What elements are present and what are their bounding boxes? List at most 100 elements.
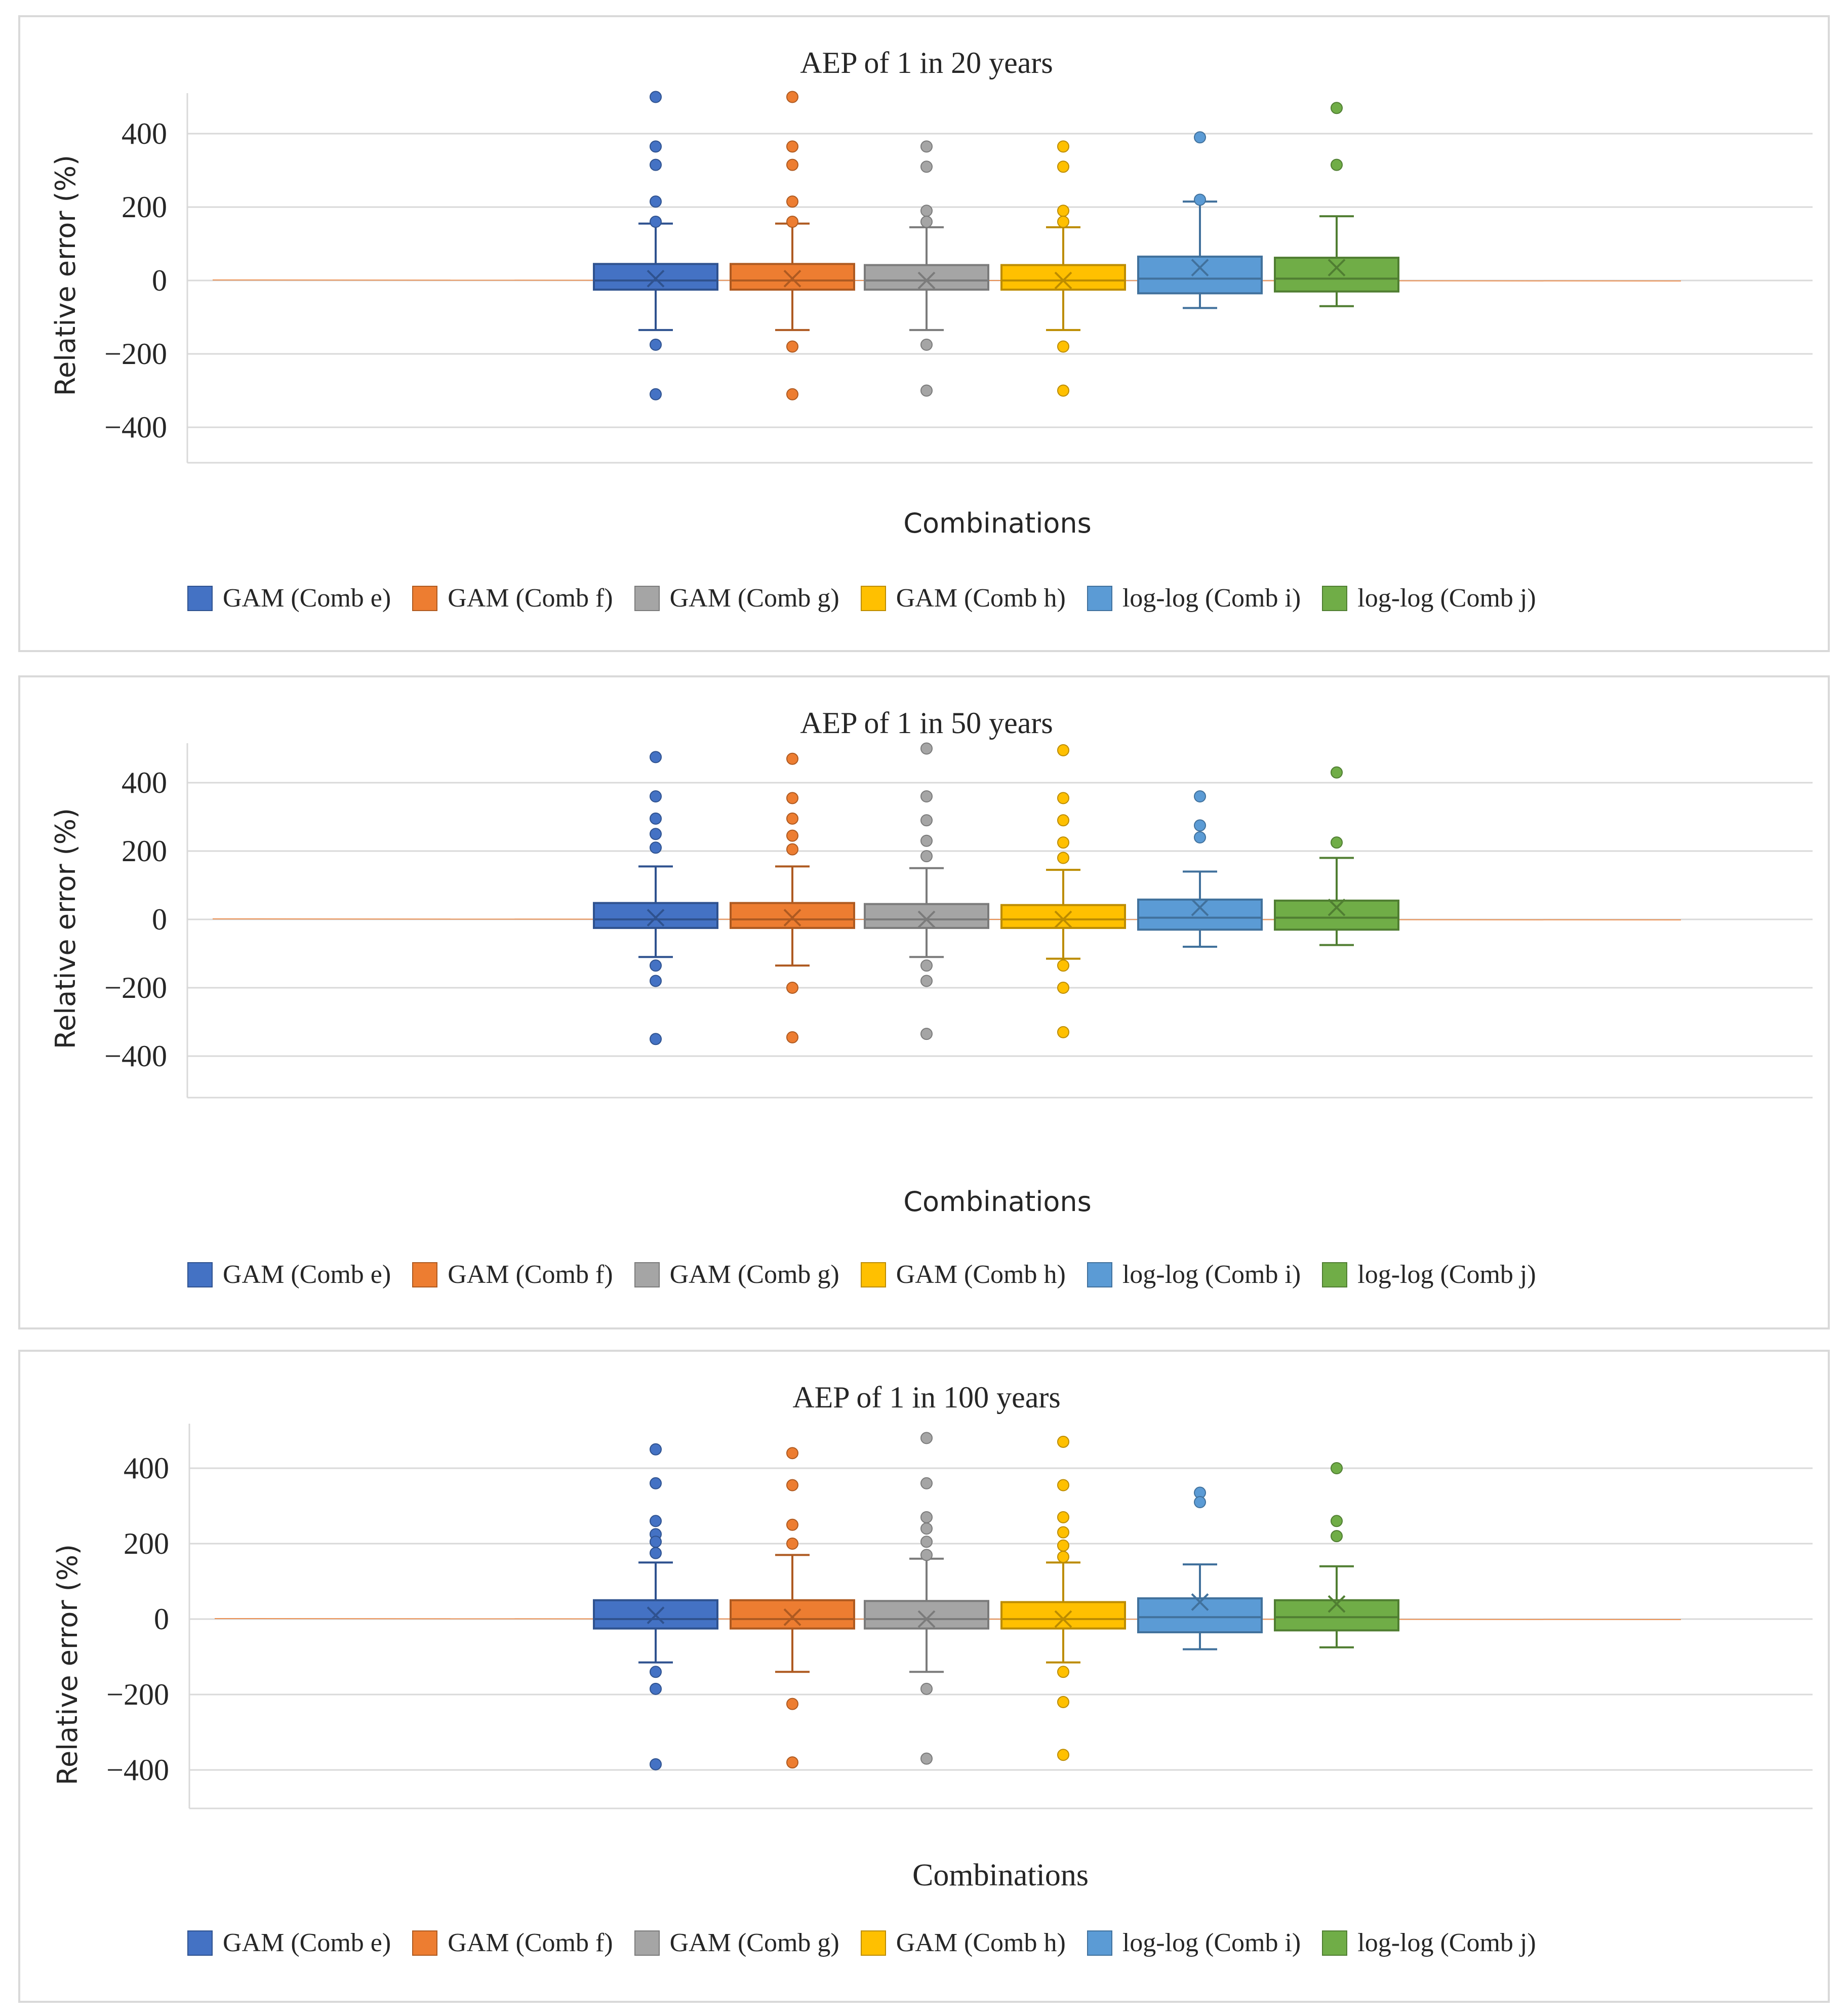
outlier-point [1194, 1496, 1206, 1509]
legend-item-comb-j[interactable]: log-log (Comb j) [1322, 1260, 1536, 1289]
outlier-point [1194, 819, 1206, 832]
legend: GAM (Comb e) GAM (Comb f) GAM (Comb g) G… [187, 1260, 1536, 1289]
legend-item-comb-g[interactable]: GAM (Comb g) [634, 1260, 839, 1289]
legend-item-comb-g[interactable]: GAM (Comb g) [634, 1928, 839, 1958]
legend-item-comb-j[interactable]: log-log (Comb j) [1322, 583, 1536, 613]
legend-swatch [187, 1262, 213, 1287]
y-axis-label: Relative error (%) [52, 1544, 84, 1785]
chart-panel-aep-20: AEP of 1 in 20 years Relative error (%) … [18, 15, 1830, 652]
legend: GAM (Comb e) GAM (Comb f) GAM (Comb g) G… [187, 583, 1536, 613]
legend-label: log-log (Comb j) [1357, 584, 1536, 613]
outlier-point [650, 1477, 662, 1489]
outlier-point [786, 1518, 798, 1531]
mean-marker [783, 269, 801, 288]
legend-label: log-log (Comb j) [1357, 1260, 1536, 1289]
legend-item-comb-f[interactable]: GAM (Comb f) [412, 1260, 613, 1289]
outlier-point [1331, 836, 1343, 849]
legend-label: GAM (Comb f) [448, 584, 613, 613]
plot-area [186, 91, 1813, 464]
legend-swatch [634, 1262, 660, 1287]
legend-item-comb-h[interactable]: GAM (Comb h) [860, 1260, 1066, 1289]
chart-panel-aep-100: AEP of 1 in 100 years Relative error (%)… [18, 1350, 1830, 2003]
legend-swatch [860, 1930, 886, 1956]
outlier-point [920, 1432, 933, 1444]
legend-label: GAM (Comb g) [669, 1260, 839, 1289]
y-tick-label: −200 [104, 971, 167, 1004]
legend-item-comb-h[interactable]: GAM (Comb h) [860, 1928, 1066, 1958]
mean-marker [917, 1610, 936, 1628]
outlier-point [920, 975, 933, 987]
y-tick-labels: 400 200 0 −200 −400 [104, 117, 167, 444]
legend-swatch [860, 1262, 886, 1287]
outlier-point [920, 205, 933, 217]
outlier-point [1194, 131, 1206, 144]
box [1274, 899, 1399, 931]
outlier-point [650, 812, 662, 825]
outlier-point [920, 338, 933, 351]
legend-swatch [1322, 1930, 1348, 1956]
outlier-point [786, 843, 798, 856]
outlier-point [650, 828, 662, 840]
legend-label: log-log (Comb i) [1122, 1260, 1301, 1289]
box [1000, 264, 1126, 291]
outlier-point [920, 384, 933, 397]
legend-swatch [412, 1262, 438, 1287]
legend-item-comb-e[interactable]: GAM (Comb e) [187, 583, 391, 613]
legend-label: GAM (Comb h) [896, 584, 1066, 613]
outlier-point [920, 790, 933, 802]
y-tick-label: −400 [104, 411, 167, 444]
outlier-point [1194, 831, 1206, 843]
outlier-point [786, 1538, 798, 1550]
outlier-point [920, 1511, 933, 1523]
legend-item-comb-i[interactable]: log-log (Comb i) [1087, 1928, 1301, 1958]
legend-label: GAM (Comb e) [223, 584, 391, 613]
legend-swatch [1087, 1262, 1112, 1287]
outlier-point [1194, 790, 1206, 802]
legend-label: log-log (Comb i) [1122, 584, 1301, 613]
legend-item-comb-g[interactable]: GAM (Comb g) [634, 583, 839, 613]
legend-label: log-log (Comb i) [1122, 1928, 1301, 1957]
outlier-point [650, 975, 662, 987]
chart-title: AEP of 1 in 100 years [792, 1381, 1060, 1414]
mean-marker [917, 271, 936, 290]
plot-area [186, 742, 1813, 1099]
outlier-point [786, 340, 798, 353]
mean-marker [783, 909, 801, 927]
outlier-point [1057, 160, 1069, 173]
legend-label: GAM (Comb f) [448, 1260, 613, 1289]
box [730, 1599, 855, 1630]
outlier-point [1057, 1749, 1069, 1761]
y-tick-label: −400 [104, 1039, 167, 1073]
legend-item-comb-e[interactable]: GAM (Comb e) [187, 1928, 391, 1958]
legend-item-comb-f[interactable]: GAM (Comb f) [412, 583, 613, 613]
outlier-point [786, 388, 798, 400]
outlier-point [786, 91, 798, 103]
legend-label: GAM (Comb e) [223, 1260, 391, 1289]
box [864, 1600, 989, 1630]
legend-item-comb-i[interactable]: log-log (Comb i) [1087, 1260, 1301, 1289]
outlier-point [786, 216, 798, 228]
legend-swatch [1087, 1930, 1112, 1956]
y-tick-label: 200 [122, 190, 167, 224]
outlier-point [1331, 1462, 1343, 1474]
legend-item-comb-j[interactable]: log-log (Comb j) [1322, 1928, 1536, 1958]
legend-label: log-log (Comb j) [1357, 1928, 1536, 1957]
legend-item-comb-e[interactable]: GAM (Comb e) [187, 1260, 391, 1289]
outlier-point [650, 1758, 662, 1770]
outlier-point [920, 1477, 933, 1489]
mean-marker [1191, 898, 1209, 916]
box [1137, 255, 1263, 295]
y-axis-label: Relative error (%) [50, 155, 82, 396]
legend-label: GAM (Comb f) [448, 1928, 613, 1957]
box [593, 902, 718, 929]
box [730, 902, 855, 929]
y-tick-labels: 400 200 0 −200 −400 [104, 766, 167, 1073]
outlier-point [1331, 1530, 1343, 1543]
legend-item-comb-f[interactable]: GAM (Comb f) [412, 1928, 613, 1958]
y-tick-label: 400 [122, 117, 167, 150]
legend-item-comb-i[interactable]: log-log (Comb i) [1087, 583, 1301, 613]
x-axis-label: Combinations [903, 507, 1092, 539]
legend-item-comb-h[interactable]: GAM (Comb h) [860, 583, 1066, 613]
outlier-point [786, 1698, 798, 1710]
outlier-point [786, 140, 798, 153]
